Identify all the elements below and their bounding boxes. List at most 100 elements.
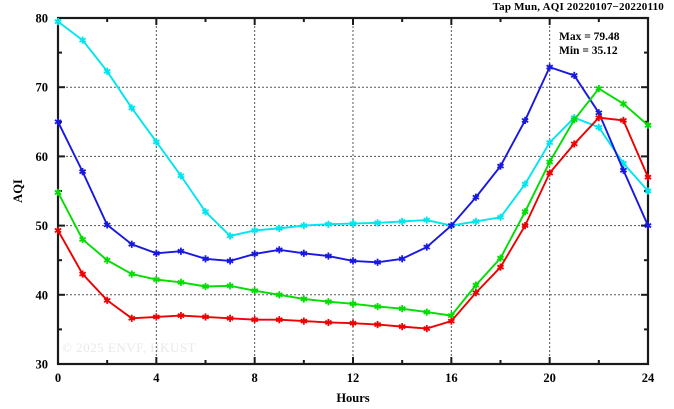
data-point-marker — [177, 278, 185, 286]
data-point-marker — [324, 318, 332, 327]
data-point-marker — [128, 104, 136, 112]
data-point-marker — [201, 282, 210, 291]
data-point-marker — [226, 257, 234, 265]
data-point-marker — [472, 217, 480, 226]
data-point-marker — [546, 138, 554, 147]
data-point-marker — [496, 162, 505, 170]
data-point-marker — [103, 296, 111, 304]
x-tick-label: 16 — [445, 371, 458, 385]
y-tick-label: 80 — [36, 12, 49, 26]
data-point-marker — [324, 220, 332, 228]
data-point-marker — [472, 289, 480, 297]
data-point-marker — [251, 316, 259, 324]
data-point-marker — [496, 263, 505, 271]
data-point-marker — [226, 232, 234, 240]
y-tick-label: 40 — [36, 288, 49, 302]
data-point-marker — [496, 213, 505, 221]
data-point-marker — [546, 169, 554, 177]
y-tick-label: 50 — [36, 219, 49, 233]
data-point-marker — [521, 208, 529, 216]
data-point-marker — [300, 295, 308, 303]
data-point-marker — [251, 226, 259, 235]
data-point-marker — [226, 314, 234, 322]
data-point-marker — [472, 193, 480, 201]
data-point-marker — [275, 224, 283, 232]
data-point-marker — [546, 63, 554, 71]
chart-title: Tap Mun, AQI 20220107−20220110 — [492, 1, 664, 13]
data-point-marker — [152, 138, 160, 146]
data-point-marker — [79, 168, 87, 176]
data-point-marker — [570, 140, 578, 148]
y-tick-label: 30 — [36, 358, 49, 372]
data-point-marker — [472, 281, 480, 289]
data-point-marker — [546, 158, 554, 166]
min-value-label: Min = 35.12 — [559, 45, 618, 57]
data-point-marker — [570, 71, 578, 80]
data-point-marker — [103, 221, 111, 229]
data-point-marker — [103, 67, 111, 75]
data-point-marker — [201, 255, 210, 263]
data-point-marker — [54, 226, 62, 235]
data-point-marker — [398, 255, 406, 263]
x-tick-label: 12 — [347, 371, 360, 385]
data-point-marker — [447, 317, 455, 325]
data-point-marker — [398, 217, 406, 226]
data-point-marker — [644, 222, 652, 230]
data-point-marker — [398, 323, 406, 331]
x-tick-label: 8 — [252, 371, 258, 385]
data-point-marker — [644, 187, 652, 195]
data-point-marker — [201, 313, 210, 321]
data-point-marker — [128, 270, 136, 278]
data-point-marker — [619, 100, 627, 108]
data-point-marker — [595, 123, 603, 131]
data-point-marker — [349, 219, 357, 228]
data-point-marker — [595, 84, 603, 93]
y-tick-label: 70 — [36, 81, 49, 95]
data-point-marker — [251, 287, 259, 295]
data-point-marker — [423, 324, 431, 333]
data-point-marker — [128, 240, 136, 248]
data-point-marker — [374, 320, 382, 329]
data-point-marker — [423, 308, 431, 316]
data-point-marker — [275, 291, 283, 299]
x-tick-label: 24 — [642, 371, 655, 385]
data-point-marker — [128, 314, 136, 322]
data-point-marker — [521, 180, 529, 188]
data-point-marker — [226, 282, 234, 290]
data-point-marker — [54, 118, 62, 126]
data-point-marker — [619, 166, 627, 174]
x-axis-label: Hours — [336, 391, 369, 405]
data-point-marker — [644, 173, 652, 181]
data-point-marker — [251, 250, 259, 258]
x-tick-label: 20 — [543, 371, 556, 385]
data-point-marker — [300, 317, 308, 325]
data-point-marker — [349, 257, 357, 265]
x-tick-label: 0 — [55, 371, 61, 385]
data-point-marker — [570, 116, 578, 124]
data-point-marker — [79, 235, 87, 244]
data-point-marker — [619, 116, 627, 125]
data-point-marker — [103, 256, 111, 264]
data-point-marker — [595, 114, 603, 122]
data-point-marker — [521, 222, 529, 230]
watermark: © 2025 ENVF, HKUST — [62, 340, 196, 355]
data-point-marker — [374, 219, 382, 227]
data-point-marker — [521, 116, 529, 125]
y-axis-label: AQI — [11, 179, 25, 203]
data-point-marker — [177, 311, 185, 320]
data-point-marker — [398, 305, 406, 313]
data-point-marker — [177, 172, 185, 180]
y-tick-label: 60 — [36, 150, 49, 164]
data-point-marker — [374, 258, 382, 266]
data-point-marker — [54, 188, 62, 196]
data-point-marker — [349, 300, 357, 308]
data-point-marker — [324, 298, 332, 306]
data-point-marker — [152, 313, 160, 321]
x-tick-label: 4 — [153, 371, 160, 385]
max-value-label: Max = 79.48 — [559, 31, 620, 43]
data-point-marker — [177, 247, 185, 255]
data-point-marker — [152, 275, 160, 284]
data-point-marker — [201, 208, 210, 216]
data-point-marker — [300, 249, 308, 257]
